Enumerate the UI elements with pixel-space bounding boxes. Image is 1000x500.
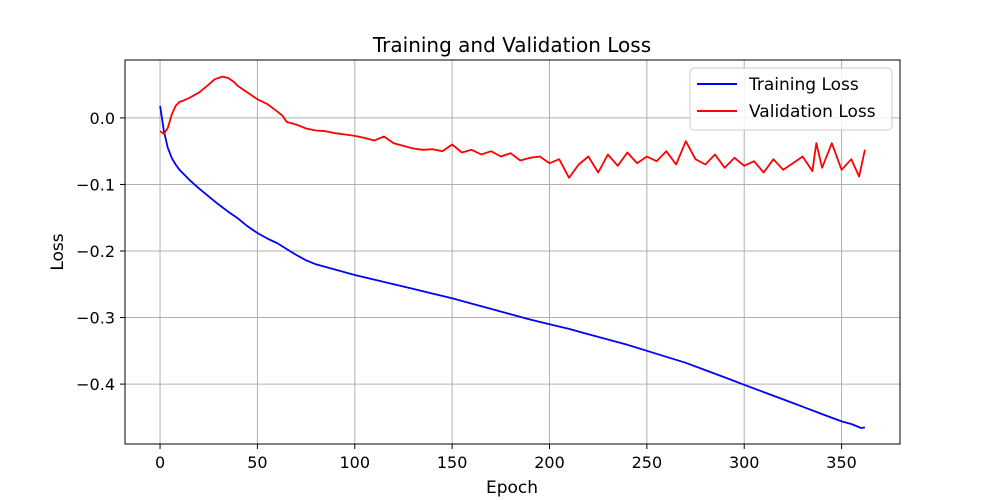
legend-label-training-loss: Training Loss [748,75,859,95]
y-tick-label: −0.2 [76,242,115,261]
y-tick-label: 0.0 [90,109,115,128]
x-tick-label: 250 [632,453,663,472]
legend: Training Loss Validation Loss [689,67,893,131]
legend-label-validation-loss: Validation Loss [749,102,876,122]
legend-frame [689,67,893,131]
x-tick-label: 0 [155,453,165,472]
plot-frame [124,59,901,445]
x-tick-layer: 0 50 100 150 200 250 300 350 [155,444,857,472]
y-axis-label: Loss [48,233,68,270]
series-layer [159,75,866,429]
chart-title: Training and Validation Loss [372,33,651,57]
y-tick-label: −0.1 [76,175,115,194]
x-tick-label: 50 [247,453,267,472]
training-loss-line [159,105,866,429]
x-tick-label: 100 [340,453,371,472]
x-tick-label: 300 [729,453,760,472]
validation-loss-line [159,75,866,179]
y-tick-label: −0.4 [76,375,115,394]
y-tick-layer: 0.0 −0.1 −0.2 −0.3 −0.4 [76,109,125,394]
grid-layer [125,60,900,444]
x-axis-label: Epoch [486,478,538,498]
x-tick-label: 200 [534,453,565,472]
x-tick-label: 350 [826,453,857,472]
x-tick-label: 150 [437,453,468,472]
y-tick-label: −0.3 [76,309,115,328]
